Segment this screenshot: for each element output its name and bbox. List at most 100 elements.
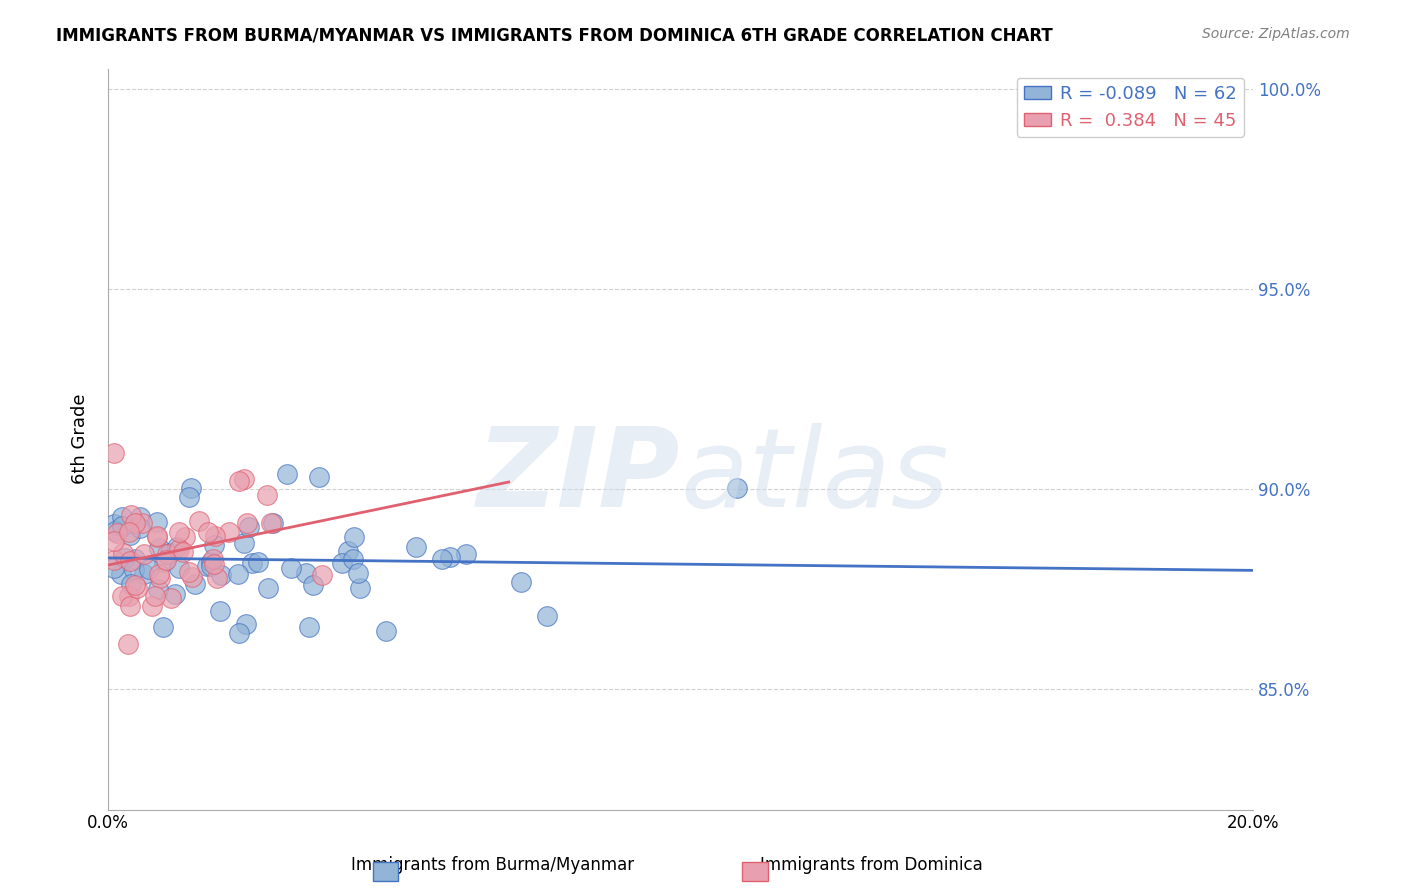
Point — [197, 524, 219, 539]
Point — [247, 555, 270, 569]
Point — [112, 546, 135, 560]
Point — [160, 591, 183, 605]
Point — [118, 527, 141, 541]
Point — [336, 543, 359, 558]
Point — [200, 559, 222, 574]
Point — [280, 561, 302, 575]
Point — [128, 520, 150, 534]
Point — [211, 568, 233, 582]
Point — [143, 589, 166, 603]
Point — [169, 561, 191, 575]
Point — [298, 620, 321, 634]
Text: atlas: atlas — [681, 423, 949, 530]
Point — [294, 566, 316, 581]
Point — [454, 547, 477, 561]
Point — [181, 570, 204, 584]
Point — [260, 516, 283, 530]
Point — [103, 534, 125, 549]
Point — [105, 525, 128, 540]
Point — [110, 510, 132, 524]
Point — [725, 481, 748, 495]
Point — [148, 541, 170, 556]
Point — [124, 516, 146, 531]
Point — [117, 637, 139, 651]
Point — [405, 540, 427, 554]
Point — [111, 589, 134, 603]
Point — [204, 529, 226, 543]
Point — [118, 524, 141, 539]
Point — [342, 551, 364, 566]
Text: Immigrants from Burma/Myanmar: Immigrants from Burma/Myanmar — [350, 856, 634, 874]
Point — [330, 556, 353, 570]
Point — [152, 620, 174, 634]
Text: ZIP: ZIP — [477, 423, 681, 530]
Point — [124, 552, 146, 566]
Point — [257, 581, 280, 595]
Point — [149, 571, 172, 585]
Point — [510, 575, 533, 590]
Point — [256, 488, 278, 502]
Text: Immigrants from Dominica: Immigrants from Dominica — [761, 856, 983, 874]
Point — [141, 599, 163, 613]
Text: Source: ZipAtlas.com: Source: ZipAtlas.com — [1202, 27, 1350, 41]
Point — [104, 524, 127, 538]
Point — [235, 616, 257, 631]
Point — [202, 552, 225, 566]
Point — [301, 578, 323, 592]
Point — [308, 470, 330, 484]
Point — [148, 582, 170, 596]
Point — [120, 508, 142, 523]
Point — [114, 551, 136, 566]
Point — [195, 559, 218, 574]
Point — [375, 624, 398, 638]
Point — [208, 604, 231, 618]
Point — [184, 576, 207, 591]
Point — [180, 482, 202, 496]
Point — [146, 516, 169, 530]
Point — [138, 562, 160, 576]
Point — [347, 566, 370, 580]
Point — [148, 566, 170, 581]
Point — [124, 578, 146, 592]
Point — [343, 530, 366, 544]
Point — [103, 561, 125, 575]
Point — [179, 565, 201, 579]
Point — [430, 552, 453, 566]
Point — [179, 490, 201, 504]
Point — [218, 525, 240, 540]
Point — [202, 537, 225, 551]
Y-axis label: 6th Grade: 6th Grade — [72, 393, 89, 484]
Point — [132, 547, 155, 561]
Point — [200, 556, 222, 570]
Point — [311, 568, 333, 582]
Point — [111, 519, 134, 533]
Point — [263, 516, 285, 531]
Point — [202, 557, 225, 571]
Point — [120, 599, 142, 614]
Point — [172, 545, 194, 559]
Point — [120, 576, 142, 591]
Point — [228, 474, 250, 488]
Point — [238, 520, 260, 534]
Point — [118, 589, 141, 603]
Point — [232, 536, 254, 550]
Point — [125, 581, 148, 595]
Point — [118, 554, 141, 568]
Point — [145, 530, 167, 544]
Point — [134, 567, 156, 582]
Point — [226, 567, 249, 582]
Point — [156, 547, 179, 561]
Point — [536, 609, 558, 624]
Point — [232, 472, 254, 486]
Point — [155, 553, 177, 567]
Point — [276, 467, 298, 481]
Point — [159, 546, 181, 560]
Point — [103, 553, 125, 567]
Point — [103, 516, 125, 531]
Point — [128, 510, 150, 524]
Point — [173, 530, 195, 544]
Point — [166, 540, 188, 554]
Point — [187, 514, 209, 528]
Point — [110, 567, 132, 582]
Point — [240, 556, 263, 570]
